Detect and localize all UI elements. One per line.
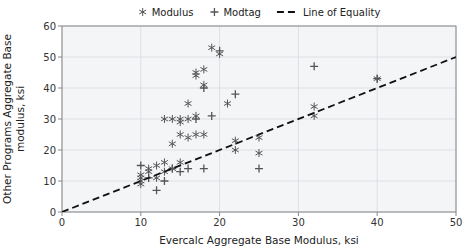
legend-item: Line of Equality [277, 7, 380, 18]
point [374, 75, 381, 83]
tick-label: 10 [43, 176, 56, 187]
tick [140, 212, 141, 216]
tick [58, 150, 62, 151]
legend-label: Line of Equality [303, 7, 380, 18]
tick [298, 212, 299, 216]
tick [377, 212, 378, 216]
tick [62, 212, 63, 216]
point [137, 162, 145, 170]
tick-label: 30 [292, 217, 305, 228]
point [200, 131, 207, 139]
point [216, 47, 224, 55]
point [310, 62, 318, 70]
tick [58, 119, 62, 120]
point [232, 146, 239, 154]
point [161, 158, 168, 166]
point [208, 44, 215, 52]
point [231, 90, 239, 98]
legend: Modulus Modtag Line of Equality [139, 7, 380, 18]
chart: 0 10 20 30 40 50 0 10 20 30 40 50 60 Evercalc Aggrega… [0, 0, 470, 250]
plot-frame [62, 26, 456, 212]
tick-label: 40 [371, 217, 384, 228]
legend-label: Modtag [223, 7, 261, 18]
legend-swatch [210, 8, 218, 16]
tick-label: 0 [59, 217, 65, 228]
tick-label: 10 [134, 217, 147, 228]
point [200, 165, 208, 173]
point [192, 72, 199, 80]
point [177, 131, 184, 139]
plot-area [62, 26, 456, 212]
grid [62, 26, 456, 212]
tick [58, 212, 62, 213]
point [176, 168, 184, 176]
point [200, 65, 207, 73]
point [177, 115, 184, 123]
point [145, 165, 152, 173]
tick-label: 30 [43, 114, 56, 125]
point [256, 149, 263, 157]
legend-swatch [139, 8, 146, 16]
point [153, 186, 161, 194]
grid-line [62, 57, 456, 58]
tick-label: 40 [43, 83, 56, 94]
tick [219, 212, 220, 216]
tick [58, 181, 62, 182]
marks [62, 44, 456, 212]
tick [58, 88, 62, 89]
point [160, 177, 168, 185]
point [192, 131, 199, 139]
tick [58, 57, 62, 58]
y-axis-label-line: modulus, ksi [14, 86, 26, 152]
point [185, 100, 192, 108]
point [153, 162, 160, 170]
grid-line [62, 181, 456, 182]
point [185, 115, 192, 123]
point [192, 115, 200, 123]
tick-label: 0 [50, 207, 56, 218]
point [168, 165, 176, 173]
grid-line [62, 88, 456, 89]
point [373, 75, 381, 83]
tick-label: 20 [213, 217, 226, 228]
legend-label: Modulus [152, 7, 194, 18]
legend-swatch [277, 11, 299, 13]
point [185, 134, 192, 142]
point [224, 100, 231, 108]
tick-label: 50 [450, 217, 463, 228]
y-axis-label-line: Other Programs Aggregate Base [1, 34, 13, 204]
point [161, 115, 168, 123]
point [311, 103, 318, 111]
point [208, 112, 216, 120]
point [169, 140, 176, 148]
point [255, 165, 263, 173]
point [137, 171, 144, 179]
x-axis-label: Evercalc Aggregate Base Modulus, ksi [159, 234, 359, 246]
y-axis-label: Other Programs Aggregate Basemodulus, ks… [1, 34, 26, 204]
equality-line [62, 57, 456, 212]
grid-line [62, 119, 456, 120]
point [200, 84, 208, 92]
point [184, 165, 192, 173]
tick-label: 50 [43, 52, 56, 63]
tick-label: 20 [43, 145, 56, 156]
tick [58, 26, 62, 27]
point [169, 115, 176, 123]
legend-item: Modulus [139, 7, 193, 18]
tick-label: 60 [43, 21, 56, 32]
tick [456, 212, 457, 216]
legend-item: Modtag [210, 7, 261, 18]
